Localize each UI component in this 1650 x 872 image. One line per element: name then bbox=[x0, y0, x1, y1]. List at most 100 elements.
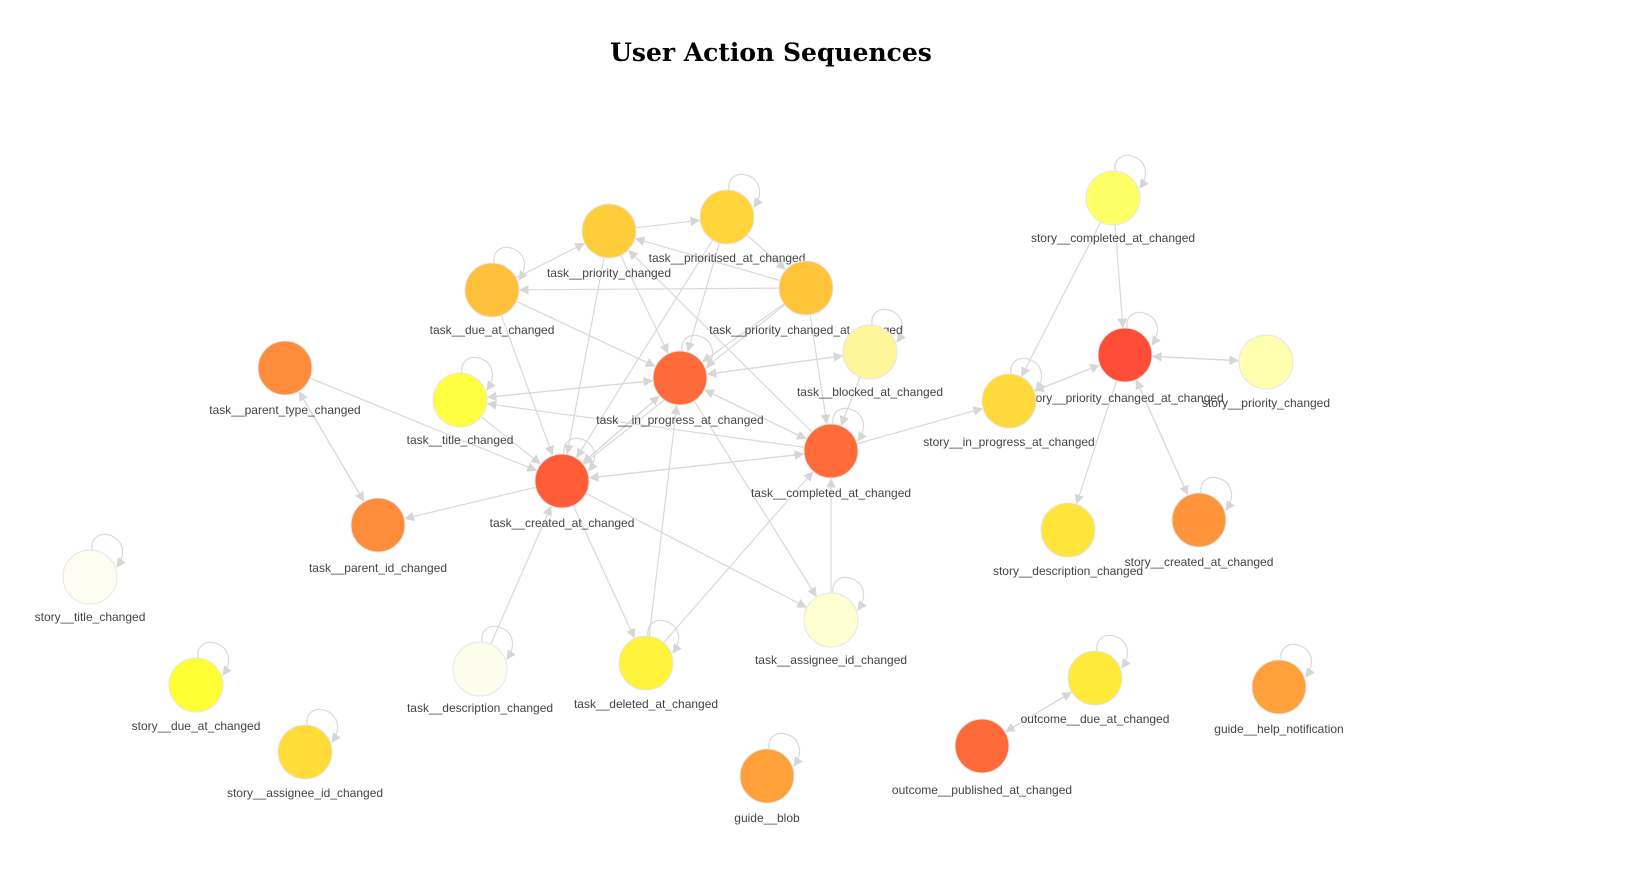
self-loop-task-deleted-at-changed bbox=[647, 619, 682, 654]
edge-task-priority-changed-to-task-prioritised-at-changed bbox=[635, 216, 701, 229]
node-label: task__assignee_id_changed bbox=[755, 653, 907, 667]
node-task-description-changed[interactable]: task__description_changed bbox=[407, 641, 553, 715]
node-circle[interactable] bbox=[168, 657, 224, 713]
node-task-deleted-at-changed[interactable]: task__deleted_at_changed bbox=[574, 635, 718, 711]
node-circle[interactable] bbox=[581, 203, 637, 259]
node-circle[interactable] bbox=[1040, 502, 1096, 558]
node-circle[interactable] bbox=[1085, 170, 1141, 226]
node-story-completed-at-changed[interactable]: story__completed_at_changed bbox=[1031, 170, 1195, 245]
node-task-priority-changed[interactable]: task__priority_changed bbox=[547, 203, 671, 280]
node-outcome-due-at-changed[interactable]: outcome__due_at_changed bbox=[1021, 650, 1170, 726]
edge-task-created-at-changed-to-task-in-progress-at-changed bbox=[581, 395, 660, 464]
node-story-priority-changed[interactable]: story__priority_changed bbox=[1202, 334, 1330, 410]
node-circle[interactable] bbox=[778, 260, 834, 316]
nodes-layer: task__priority_changedtask__prioritised_… bbox=[35, 170, 1344, 825]
node-guide-help-notification[interactable]: guide__help_notification bbox=[1214, 659, 1344, 736]
node-circle[interactable] bbox=[803, 592, 859, 648]
node-circle[interactable] bbox=[277, 724, 333, 780]
node-label: task__title_changed bbox=[407, 433, 514, 447]
node-label: task__deleted_at_changed bbox=[574, 697, 718, 711]
edge-task-priority-changed-to-task-created-at-changed bbox=[564, 257, 605, 455]
node-outcome-published-at-changed[interactable]: outcome__published_at_changed bbox=[892, 718, 1072, 797]
self-loop-task-due-at-changed bbox=[493, 246, 528, 281]
node-task-parent-type-changed[interactable]: task__parent_type_changed bbox=[209, 340, 361, 417]
node-label: story__description_changed bbox=[993, 564, 1143, 578]
edge-task-title-changed-to-task-created-at-changed bbox=[480, 416, 541, 465]
node-task-in-progress-at-changed[interactable]: task__in_progress_at_changed bbox=[596, 350, 764, 427]
node-story-description-changed[interactable]: story__description_changed bbox=[993, 502, 1143, 578]
node-story-title-changed[interactable]: story__title_changed bbox=[35, 549, 146, 624]
self-loop-story-title-changed bbox=[91, 533, 126, 568]
edge-task-priority-changed-at-changed-to-task-due-at-changed bbox=[519, 284, 780, 295]
edge-task-created-at-changed-to-task-parent-id-changed bbox=[404, 486, 536, 522]
edge-story-completed-at-changed-to-story-priority-changed-at-changed bbox=[1114, 224, 1127, 329]
self-loop-story-due-at-changed bbox=[197, 641, 232, 676]
node-label: task__parent_type_changed bbox=[209, 403, 360, 417]
node-circle[interactable] bbox=[464, 262, 520, 318]
node-story-in-progress-at-changed[interactable]: story__in_progress_at_changed bbox=[923, 373, 1095, 449]
self-loop-guide-blob bbox=[768, 732, 803, 767]
node-story-due-at-changed[interactable]: story__due_at_changed bbox=[132, 657, 261, 733]
node-circle[interactable] bbox=[842, 324, 898, 380]
edge-task-description-changed-to-task-created-at-changed bbox=[490, 505, 552, 645]
node-label: task__priority_changed bbox=[547, 266, 671, 280]
node-circle[interactable] bbox=[1251, 659, 1307, 715]
node-label: story__in_progress_at_changed bbox=[923, 435, 1094, 449]
node-label: story__created_at_changed bbox=[1125, 555, 1274, 569]
node-circle[interactable] bbox=[739, 748, 795, 804]
edge-task-blocked-at-changed-to-task-in-progress-at-changed bbox=[706, 355, 844, 378]
node-story-priority-changed-at-changed[interactable]: story__priority_changed_at_changed bbox=[1026, 327, 1224, 405]
self-loop-guide-help-notification bbox=[1280, 643, 1315, 678]
node-label: story__priority_changed bbox=[1202, 396, 1330, 410]
edges-layer bbox=[298, 216, 1240, 733]
node-task-title-changed[interactable]: task__title_changed bbox=[407, 372, 514, 447]
node-guide-blob[interactable]: guide__blob bbox=[734, 748, 800, 825]
node-circle[interactable] bbox=[1097, 327, 1153, 383]
node-circle[interactable] bbox=[1238, 334, 1294, 390]
node-task-created-at-changed[interactable]: task__created_at_changed bbox=[490, 453, 635, 530]
node-circle[interactable] bbox=[432, 372, 488, 428]
node-label: story__title_changed bbox=[35, 610, 146, 624]
edge-story-priority-changed-at-changed-to-story-in-progress-at-changed bbox=[1034, 364, 1101, 392]
node-circle[interactable] bbox=[350, 497, 406, 553]
node-circle[interactable] bbox=[652, 350, 708, 406]
node-task-completed-at-changed[interactable]: task__completed_at_changed bbox=[751, 423, 911, 500]
node-label: task__blocked_at_changed bbox=[797, 385, 943, 399]
edge-task-prioritised-at-changed-to-task-created-at-changed bbox=[576, 239, 714, 459]
node-circle[interactable] bbox=[62, 549, 118, 605]
node-circle[interactable] bbox=[954, 718, 1010, 774]
edge-task-parent-type-changed-to-task-created-at-changed bbox=[309, 377, 537, 472]
edge-task-prioritised-at-changed-to-task-priority-changed-at-changed bbox=[746, 234, 786, 270]
node-circle[interactable] bbox=[1171, 492, 1227, 548]
self-loop-outcome-due-at-changed bbox=[1096, 634, 1131, 669]
node-task-parent-id-changed[interactable]: task__parent_id_changed bbox=[309, 497, 447, 575]
node-circle[interactable] bbox=[257, 340, 313, 396]
edge-task-deleted-at-changed-to-task-completed-at-changed bbox=[663, 471, 814, 644]
self-loop-story-created-at-changed bbox=[1200, 476, 1235, 511]
node-circle[interactable] bbox=[803, 423, 859, 479]
node-task-due-at-changed[interactable]: task__due_at_changed bbox=[430, 262, 555, 337]
node-circle[interactable] bbox=[452, 641, 508, 697]
self-loop-story-priority-changed-at-changed bbox=[1126, 311, 1161, 346]
node-label: task__prioritised_at_changed bbox=[649, 251, 806, 265]
node-label: task__created_at_changed bbox=[490, 516, 635, 530]
node-task-prioritised-at-changed[interactable]: task__prioritised_at_changed bbox=[649, 189, 806, 265]
edge-task-created-at-changed-to-task-deleted-at-changed bbox=[572, 505, 636, 639]
self-loop-task-title-changed bbox=[461, 356, 496, 391]
edge-task-due-at-changed-to-task-created-at-changed bbox=[500, 315, 554, 456]
node-circle[interactable] bbox=[618, 635, 674, 691]
node-circle[interactable] bbox=[1067, 650, 1123, 706]
node-task-assignee-id-changed[interactable]: task__assignee_id_changed bbox=[755, 592, 907, 667]
node-label: task__completed_at_changed bbox=[751, 486, 911, 500]
node-task-blocked-at-changed[interactable]: task__blocked_at_changed bbox=[797, 324, 943, 399]
node-circle[interactable] bbox=[981, 373, 1037, 429]
node-circle[interactable] bbox=[534, 453, 590, 509]
edge-story-completed-at-changed-to-story-in-progress-at-changed bbox=[1021, 221, 1102, 377]
edge-task-completed-at-changed-to-task-title-changed bbox=[486, 400, 805, 448]
node-circle[interactable] bbox=[699, 189, 755, 245]
node-story-created-at-changed[interactable]: story__created_at_changed bbox=[1125, 492, 1274, 569]
edge-task-created-at-changed-to-task-assignee-id-changed bbox=[585, 492, 807, 608]
node-label: outcome__published_at_changed bbox=[892, 783, 1072, 797]
self-loop-story-completed-at-changed bbox=[1114, 154, 1149, 189]
node-story-assignee-id-changed[interactable]: story__assignee_id_changed bbox=[227, 724, 383, 800]
